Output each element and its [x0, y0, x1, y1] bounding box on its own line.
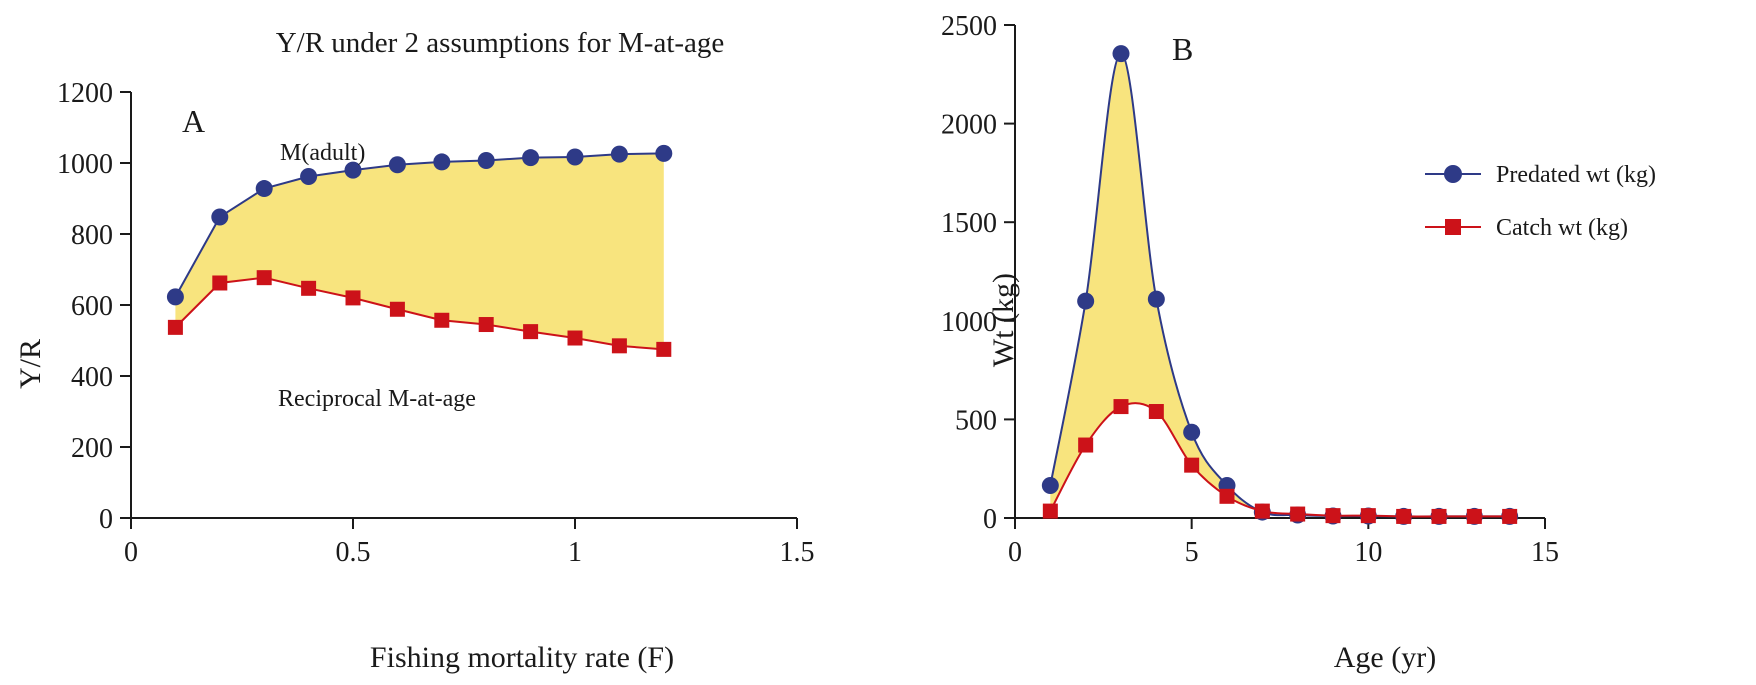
data-point	[1219, 488, 1235, 504]
data-point	[1147, 290, 1165, 308]
y-tick-label: 0	[99, 504, 113, 535]
x-tick-label: 1	[568, 537, 582, 568]
data-point	[567, 330, 583, 346]
data-point	[255, 180, 273, 198]
panel-b-x-axis-label: Age (yr)	[1334, 641, 1436, 674]
x-tick-label: 5	[1185, 537, 1199, 568]
data-point	[611, 338, 627, 354]
x-tick-label: 1.5	[780, 537, 815, 568]
data-point	[1042, 503, 1058, 519]
data-point	[1396, 508, 1412, 524]
data-point	[1290, 506, 1306, 522]
annotation-m-adult: M(adult)	[280, 140, 365, 166]
panel-a: Y/R under 2 assumptions for M-at-age A 0…	[14, 27, 815, 674]
shaded-area	[175, 153, 664, 350]
y-tick-label: 2500	[941, 11, 997, 42]
data-point	[1112, 45, 1130, 63]
data-point	[389, 301, 405, 317]
data-point	[1184, 457, 1200, 473]
data-point	[433, 153, 451, 171]
legend-predated-marker	[1444, 165, 1462, 183]
data-point	[212, 275, 228, 291]
panel-a-label: A	[182, 103, 205, 139]
panel-b-shaded-region	[1050, 53, 1510, 517]
data-point	[656, 341, 672, 357]
data-point	[1502, 508, 1518, 524]
x-tick-label: 0	[1008, 537, 1022, 568]
data-point	[301, 280, 317, 296]
x-tick-label: 15	[1531, 537, 1559, 568]
panel-a-x-axis-label: Fishing mortality rate (F)	[370, 641, 674, 674]
data-point	[1254, 503, 1270, 519]
panel-a-y-axis-label: Y/R	[14, 339, 47, 389]
legend: Predated wt (kg) Catch wt (kg)	[1425, 162, 1656, 241]
panel-a-series	[166, 144, 673, 357]
x-tick-label: 0.5	[336, 537, 371, 568]
data-point	[344, 161, 362, 179]
data-point	[300, 167, 318, 185]
y-tick-label: 500	[955, 405, 997, 436]
data-point	[256, 270, 272, 286]
panel-b-axes: 0 5 10 15 0 500 1000 1500 2000 2500	[941, 11, 1559, 568]
y-tick-label: 200	[71, 433, 113, 464]
data-point	[523, 324, 539, 340]
y-tick-label: 800	[71, 220, 113, 251]
data-point	[211, 208, 229, 226]
data-point	[1183, 423, 1201, 441]
data-point	[1466, 508, 1482, 524]
data-point	[1077, 292, 1095, 310]
panel-b-y-axis-label: Wt (kg)	[987, 273, 1020, 367]
panel-a-axes: 0 0.5 1 1.5 0 200 400 600 800 1000 1200	[57, 78, 815, 568]
data-point	[1078, 437, 1094, 453]
legend-predated-label: Predated wt (kg)	[1496, 162, 1656, 188]
data-point	[477, 152, 495, 170]
panel-b-label: B	[1172, 31, 1193, 67]
shaded-area	[1050, 53, 1510, 517]
y-tick-label: 600	[71, 291, 113, 322]
y-tick-label: 1500	[941, 208, 997, 239]
panel-a-shaded-region	[175, 153, 664, 350]
data-point	[166, 288, 184, 306]
panel-b-series	[1041, 45, 1519, 525]
data-point	[1148, 404, 1164, 420]
panel-b: B 0 5 10 15 0 500 1000 1500 2000 2500 Predated wt…	[941, 11, 1656, 674]
y-tick-label: 1200	[57, 78, 113, 109]
data-point	[434, 312, 450, 328]
data-point	[345, 290, 361, 306]
data-point	[167, 319, 183, 335]
data-point	[522, 149, 540, 167]
data-point	[478, 317, 494, 333]
y-tick-label: 2000	[941, 110, 997, 141]
legend-catch-marker	[1445, 219, 1461, 235]
y-tick-label: 0	[983, 504, 997, 535]
data-point	[388, 156, 406, 174]
annotation-reciprocal: Reciprocal M-at-age	[278, 386, 476, 412]
data-point	[1041, 476, 1059, 494]
series-line	[1049, 402, 1510, 518]
data-point	[1325, 508, 1341, 524]
x-tick-label: 0	[124, 537, 138, 568]
x-tick-label: 10	[1354, 537, 1382, 568]
y-tick-label: 1000	[941, 307, 997, 338]
y-tick-label: 1000	[57, 149, 113, 180]
data-point	[655, 144, 673, 162]
data-point	[566, 148, 584, 166]
data-point	[1113, 399, 1129, 415]
y-tick-label: 400	[71, 362, 113, 393]
data-point	[1431, 508, 1447, 524]
data-point	[1360, 508, 1376, 524]
panel-a-title: Y/R under 2 assumptions for M-at-age	[276, 27, 725, 59]
legend-catch-label: Catch wt (kg)	[1496, 215, 1628, 241]
data-point	[610, 145, 628, 163]
